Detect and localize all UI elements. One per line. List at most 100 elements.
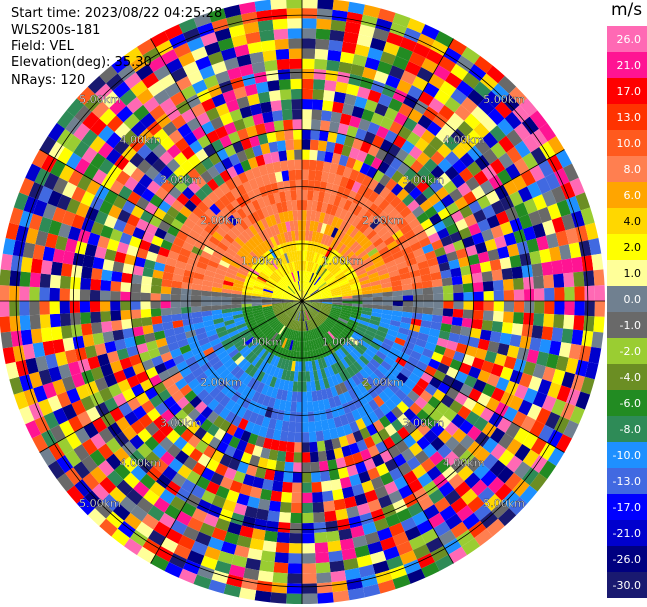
ppi-gate <box>317 450 328 462</box>
ppi-gate <box>334 229 343 240</box>
ppi-gate <box>332 267 342 276</box>
ppi-gate <box>199 377 212 389</box>
ppi-gate <box>316 279 325 288</box>
ppi-gate <box>338 220 348 232</box>
ppi-gate <box>442 285 454 294</box>
ppi-gate <box>176 230 189 242</box>
ppi-gate <box>314 542 329 554</box>
ppi-gate <box>312 89 325 101</box>
ppi-gate <box>529 473 548 492</box>
ppi-gate <box>403 340 416 351</box>
ppi-gate <box>338 154 349 167</box>
ppi-gate <box>351 291 363 296</box>
ppi-gate <box>539 338 552 354</box>
ppi-gate <box>154 227 168 240</box>
ppi-gate <box>262 267 272 276</box>
ppi-gate <box>312 190 320 202</box>
ppi-gate <box>270 273 280 282</box>
ppi-gate <box>448 473 465 490</box>
ppi-gate <box>380 215 393 227</box>
ppi-gate <box>178 51 196 68</box>
azimuth-spoke <box>301 149 565 302</box>
ppi-gate <box>441 215 455 228</box>
ppi-gate <box>330 308 342 314</box>
ppi-gate <box>302 159 310 170</box>
ppi-gate <box>292 301 302 304</box>
ppi-gate <box>338 393 348 405</box>
ppi-gate <box>49 313 61 328</box>
ppi-gate <box>302 411 309 423</box>
ppi-gate <box>81 455 98 473</box>
ppi-gate <box>316 253 323 265</box>
ppi-gate <box>151 315 163 325</box>
ppi-gate <box>215 364 227 376</box>
ppi-gate <box>416 378 430 391</box>
ppi-gate <box>183 456 198 471</box>
ppi-gate <box>176 360 189 372</box>
ppi-gate <box>191 461 207 476</box>
ppi-gate <box>271 296 283 299</box>
ppi-gate <box>432 307 444 316</box>
colorbar-tick-label: -26.0 <box>613 553 641 566</box>
ppi-gate <box>242 285 254 291</box>
ppi-gate <box>430 40 449 57</box>
ppi-gate <box>316 582 333 594</box>
ppi-gate <box>252 309 263 315</box>
ppi-gate <box>130 167 146 183</box>
ppi-gate <box>327 172 336 184</box>
ppi-gate <box>417 472 433 488</box>
ppi-gate <box>90 152 106 169</box>
ppi-gate <box>367 202 379 215</box>
ppi-gate <box>176 192 190 206</box>
ppi-gate <box>173 42 192 59</box>
ppi-gate <box>522 134 540 153</box>
ppi-gate <box>252 330 263 340</box>
ppi-gate <box>242 216 253 228</box>
ppi-gate <box>407 263 420 273</box>
ppi-gate <box>335 336 345 347</box>
ppi-gate <box>302 240 306 251</box>
ppi-gate <box>158 512 176 529</box>
ppi-gate <box>311 297 323 300</box>
ppi-gate <box>325 332 334 342</box>
ppi-gate <box>247 156 259 169</box>
ppi-gate <box>191 507 208 523</box>
ppi-gate <box>173 165 188 180</box>
ppi-gate <box>333 253 343 264</box>
ppi-gate <box>293 462 302 473</box>
ppi-gate <box>230 225 242 237</box>
ppi-gate <box>380 342 392 352</box>
ppi-gate <box>260 206 270 218</box>
ppi-gate <box>126 96 144 114</box>
ppi-gate <box>404 525 422 541</box>
ppi-gate <box>265 313 275 320</box>
ppi-gate <box>230 187 242 200</box>
ppi-gate <box>551 216 566 234</box>
ppi-gate <box>462 396 477 412</box>
ppi-gate <box>233 279 245 286</box>
range-ring-label: 4.00km <box>443 133 485 146</box>
ppi-gate <box>276 268 285 278</box>
ppi-gate <box>562 163 579 182</box>
ppi-gate <box>418 354 432 366</box>
ppi-gate <box>344 267 355 276</box>
ppi-gate <box>338 197 348 209</box>
ppi-gate <box>458 227 472 240</box>
ppi-gate <box>182 525 200 541</box>
ppi-gate <box>146 180 161 195</box>
ppi-gate <box>309 451 319 463</box>
ppi-gate <box>580 376 595 395</box>
ppi-gate <box>412 42 431 59</box>
ppi-gate <box>368 322 379 330</box>
ppi-gate <box>296 250 300 261</box>
ppi-gate <box>106 73 125 91</box>
ppi-gate <box>174 378 188 391</box>
ppi-gate <box>322 213 331 225</box>
ppi-gate <box>170 371 184 384</box>
ppi-gate <box>261 362 270 373</box>
ppi-gate <box>288 308 296 317</box>
ppi-gate <box>458 256 470 268</box>
ppi-gate <box>372 560 390 575</box>
ppi-gate <box>336 185 346 198</box>
ppi-gate <box>253 311 264 317</box>
